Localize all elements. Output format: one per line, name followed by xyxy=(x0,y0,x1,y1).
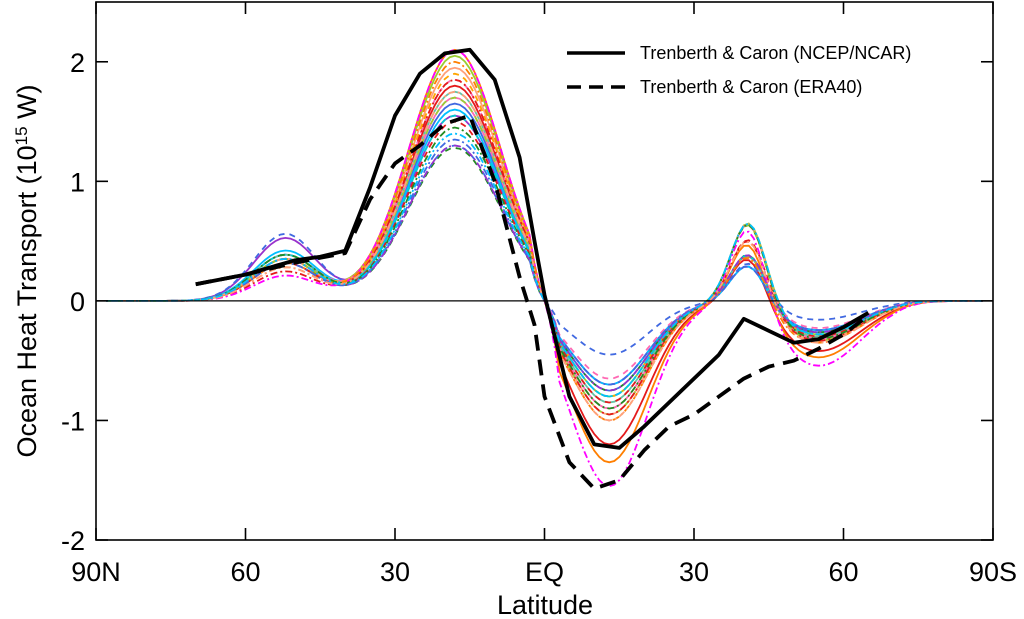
x-tick-label: EQ xyxy=(525,557,564,587)
y-tick-label: 2 xyxy=(70,48,85,78)
model-run-line xyxy=(106,144,983,392)
model-run-line xyxy=(106,96,983,416)
model-run-line xyxy=(106,48,983,488)
x-tick-label: 90S xyxy=(969,557,1017,587)
model-run-line xyxy=(106,54,983,398)
x-tick-label: 60 xyxy=(230,557,260,587)
y-tick-labels: 2 1 0 -1 -2 xyxy=(61,48,85,556)
model-run-line xyxy=(106,60,983,422)
ncep-ncar-line xyxy=(195,47,870,450)
x-tick-label: 90N xyxy=(71,557,121,587)
y-tick-label: -2 xyxy=(61,526,85,556)
model-run-line xyxy=(106,90,983,422)
observation-lines xyxy=(195,47,870,491)
y-tick-label: 1 xyxy=(70,167,85,197)
y-axis-title-main: Ocean Heat Transport (10 xyxy=(12,145,42,457)
model-run-line xyxy=(106,120,983,404)
model-run-line xyxy=(106,78,983,380)
model-run-line xyxy=(106,132,983,398)
model-runs xyxy=(106,48,983,488)
model-run-line xyxy=(106,102,983,392)
x-tick-labels: 90N 60 30 EQ 30 60 90S xyxy=(71,557,1017,587)
y-axis-title: Ocean Heat Transport (1015 W) xyxy=(12,84,43,457)
axis-ticks xyxy=(95,2,994,541)
legend-label-era40: Trenberth & Caron (ERA40) xyxy=(640,77,862,97)
model-run-line xyxy=(106,146,983,392)
y-tick-label: -1 xyxy=(61,406,85,436)
model-run-line xyxy=(106,126,983,410)
model-run-line xyxy=(106,114,983,386)
x-tick-label: 30 xyxy=(380,557,410,587)
y-axis-title-unit: W) xyxy=(12,84,42,126)
x-axis-title: Latitude xyxy=(497,590,593,619)
model-run-line xyxy=(106,96,983,410)
model-run-line xyxy=(106,114,983,398)
legend-label-ncep: Trenberth & Caron (NCEP/NCAR) xyxy=(640,43,911,63)
x-tick-label: 60 xyxy=(828,557,858,587)
x-tick-label: 30 xyxy=(679,557,709,587)
model-run-line xyxy=(106,72,983,398)
model-run-line xyxy=(106,90,983,404)
era40-line xyxy=(195,113,870,491)
y-tick-label: 0 xyxy=(70,287,85,317)
model-run-line xyxy=(106,78,983,416)
model-run-line xyxy=(106,66,983,416)
model-run-line xyxy=(106,138,983,386)
model-run-line xyxy=(106,144,983,356)
y-axis-title-exponent: 15 xyxy=(12,126,31,145)
legend: Trenberth & Caron (NCEP/NCAR) Trenberth … xyxy=(567,43,911,97)
